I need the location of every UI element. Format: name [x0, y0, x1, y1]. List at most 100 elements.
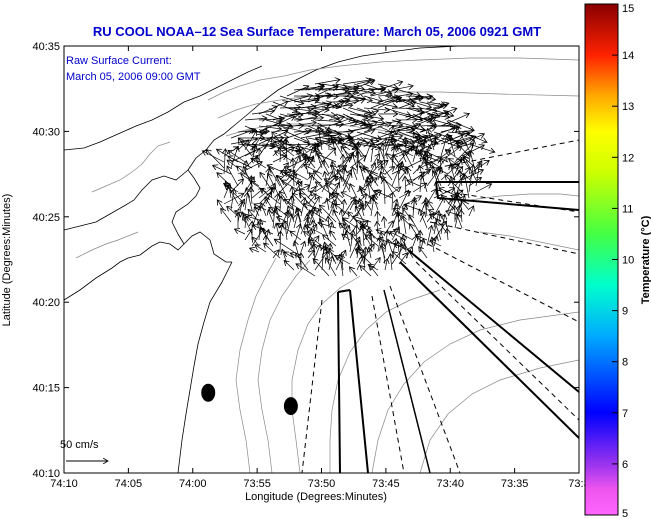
current-vector [384, 136, 403, 138]
current-vector [356, 113, 384, 119]
current-vector [398, 97, 423, 103]
current-vector [272, 101, 297, 112]
current-vector [274, 239, 295, 253]
current-vector [280, 139, 281, 163]
station-markers [201, 383, 298, 416]
current-vector [338, 169, 351, 193]
current-vector [349, 130, 375, 139]
current-vector [276, 176, 288, 199]
current-vector [413, 236, 417, 247]
current-vector [258, 106, 277, 115]
current-vector [420, 175, 422, 193]
current-vector [281, 180, 302, 193]
current-vector [314, 124, 344, 126]
x-axis-label: Longitude (Degrees:Minutes) [245, 491, 387, 503]
current-vector [398, 143, 407, 163]
current-vector [327, 198, 329, 211]
current-vector [447, 136, 473, 145]
colorbar-tick-label: 13 [622, 101, 634, 113]
current-vector [278, 147, 288, 157]
current-vector [391, 244, 405, 265]
current-vector [365, 201, 372, 211]
current-vector [342, 107, 368, 119]
current-vector [388, 239, 393, 253]
chart-title: RU COOL NOAA–12 Sea Surface Temperature:… [93, 24, 541, 39]
current-vector [468, 177, 481, 187]
current-vector [322, 246, 324, 271]
current-vector [405, 112, 423, 121]
current-vector [293, 118, 323, 120]
x-tick-label: 73:50 [308, 478, 336, 490]
current-vector [224, 149, 225, 175]
current-vector [440, 164, 459, 181]
current-vector [370, 265, 379, 277]
current-vector [392, 192, 393, 211]
current-vector [349, 123, 365, 126]
current-vector [286, 129, 311, 139]
current-vector [221, 208, 232, 223]
current-vector [296, 264, 316, 277]
current-vector [279, 147, 294, 157]
map-layer [64, 46, 579, 473]
current-vector [307, 85, 324, 91]
current-vector [326, 183, 344, 199]
current-vector [349, 267, 358, 277]
current-vector [419, 209, 428, 229]
current-vector [445, 175, 463, 193]
y-tick-label: 40:35 [32, 41, 60, 53]
current-vector [398, 102, 416, 109]
current-vector [342, 80, 371, 85]
y-tick-label: 40:10 [32, 468, 60, 480]
colorbar-tick-label: 6 [622, 459, 628, 471]
current-vector [340, 254, 343, 277]
current-vector [260, 228, 274, 247]
current-vector [290, 231, 302, 241]
current-vector [384, 217, 385, 229]
current-vector [370, 97, 399, 109]
current-vector [377, 131, 394, 136]
annotation-line-2: March 05, 2006 09:00 GMT [66, 71, 201, 83]
current-vector [307, 114, 336, 115]
current-vector [440, 134, 448, 157]
current-vector [328, 91, 357, 97]
current-vector [435, 222, 442, 241]
current-vector [403, 216, 406, 235]
current-vector [307, 94, 330, 103]
current-vector [293, 122, 316, 127]
current-vector [401, 238, 414, 259]
current-vector [371, 195, 374, 217]
current-vector [343, 168, 345, 181]
x-tick-label: 74:10 [50, 478, 78, 490]
x-tick-label: 74:00 [179, 478, 207, 490]
current-vector [314, 244, 320, 259]
current-vector [251, 187, 252, 205]
y-axis-label: Latitude (Degrees:Minutes) [1, 194, 13, 327]
current-vector [405, 176, 406, 193]
current-vector [377, 130, 400, 139]
current-vector [314, 105, 330, 108]
current-vector [293, 158, 309, 175]
current-vector [326, 258, 337, 277]
current-vector [433, 125, 461, 126]
current-vector [261, 203, 267, 217]
current-vector [313, 171, 323, 181]
current-vector [412, 155, 432, 175]
current-vector [335, 86, 359, 91]
current-vector [425, 203, 427, 217]
current-vector [352, 154, 358, 169]
colorbar-tick-label: 14 [622, 50, 634, 62]
current-vector [370, 89, 399, 97]
x-axis-ticks: 74:10 74:05 74:00 73:55 73:50 73:45 73:40 73:35… [50, 46, 590, 490]
current-vector [457, 126, 470, 151]
current-vector [390, 254, 392, 271]
current-vector [426, 137, 436, 151]
colorbar-tick-label: 11 [622, 203, 633, 215]
current-vector [314, 85, 338, 97]
current-vector [268, 210, 274, 223]
current-vector [286, 86, 309, 97]
plot-area [64, 46, 579, 473]
current-vector [300, 189, 316, 205]
colorbar-tick-label: 15 [622, 3, 634, 15]
current-vector [264, 243, 281, 259]
inlet-shore [183, 231, 232, 263]
